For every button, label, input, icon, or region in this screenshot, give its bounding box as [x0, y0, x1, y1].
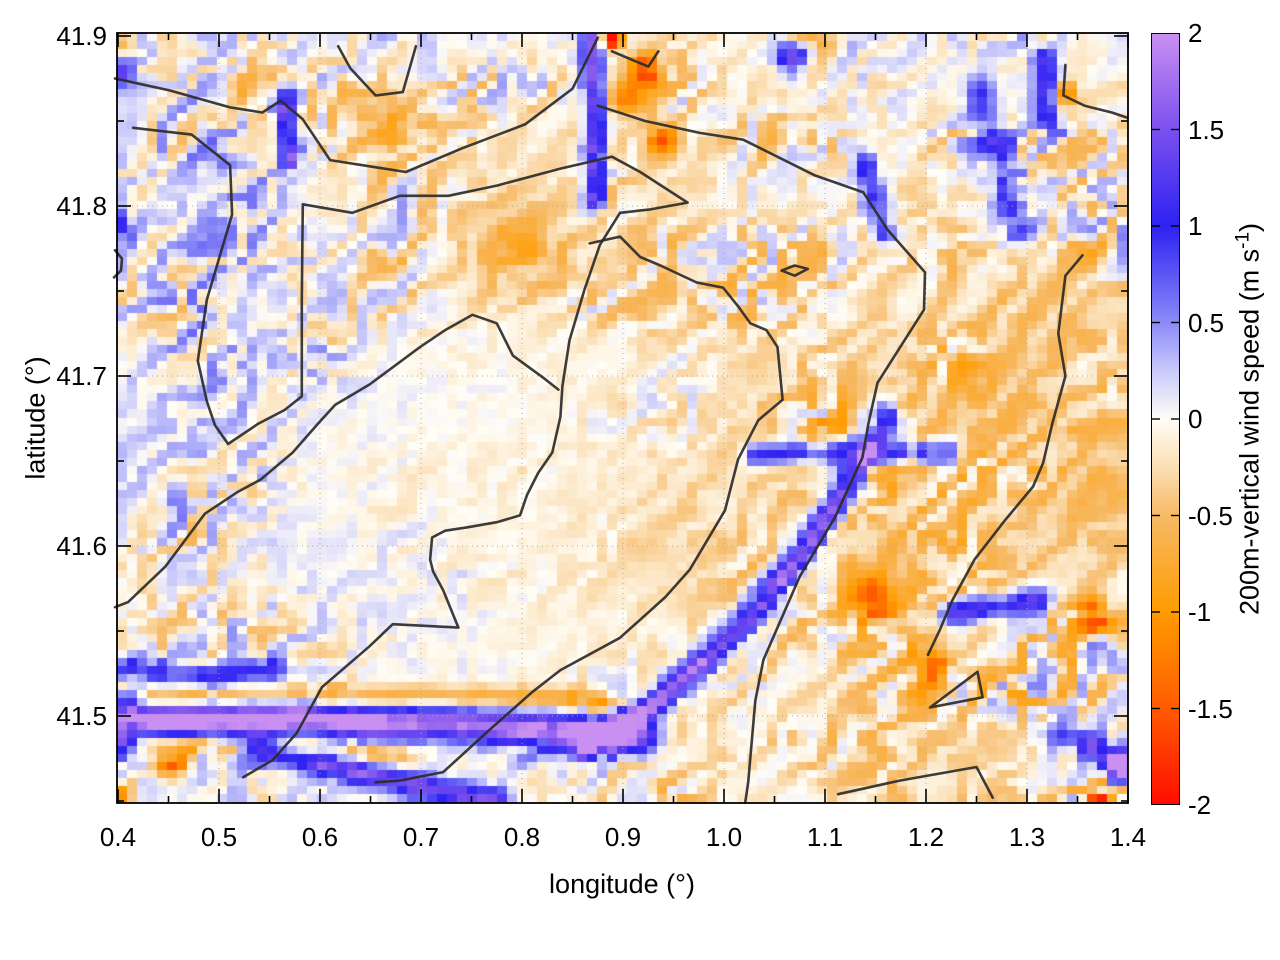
x-tick-label: 1.4 [1109, 822, 1147, 852]
x-tick-label: 1.0 [705, 822, 743, 852]
terrain-contour-inner-valley-arc [113, 313, 560, 609]
x-tick-label: 0.9 [604, 822, 642, 852]
x-tick-label: 0.7 [402, 822, 440, 852]
colorbar-tick-label: -1.5 [1188, 693, 1233, 724]
colorbar-tick-label: -0.5 [1188, 500, 1233, 531]
y-tick-label: 41.8 [56, 191, 107, 221]
y-tick-label: 41.6 [56, 531, 107, 561]
colorbar-tick-label: -2 [1188, 790, 1212, 820]
terrain-contour-top-u-shape [336, 44, 418, 97]
terrain-contour-topright-check [1062, 63, 1129, 119]
colorbar-tick-label: 2 [1188, 18, 1203, 48]
x-tick-label: 0.8 [503, 822, 541, 852]
y-tick-label: 41.7 [56, 361, 107, 391]
x-axis-label: longitude (°) [549, 869, 695, 899]
terrain-contour-se-inner-rim [374, 235, 784, 784]
colorbar-tick-label: 1.5 [1188, 114, 1225, 145]
terrain-contour-east-long [926, 254, 1084, 657]
x-tick-label: 0.5 [200, 822, 238, 852]
terrain-contour-ne-outer-rim [596, 104, 927, 805]
x-tick-label: 0.4 [99, 822, 137, 852]
y-tick-label: 41.5 [56, 701, 107, 731]
colorbar-label-close: ) [1234, 222, 1265, 232]
colorbar-tick-label: 0 [1188, 404, 1203, 434]
terrain-contour-small-triangle [928, 670, 984, 709]
colorbar-label-text: 200m-vertical wind speed (m s [1234, 248, 1265, 616]
terrain-contour-hook-near-red-spot [610, 49, 660, 68]
x-tick-label: 0.6 [301, 822, 339, 852]
terrain-contour-small-lens [780, 264, 810, 278]
terrain-contour-bottomright-segment [836, 765, 995, 799]
x-tick-label: 1.3 [1008, 822, 1046, 852]
terrain-contour-west-rim-long [131, 126, 689, 779]
colorbar-label-superscript: -1 [1232, 231, 1254, 249]
colorbar-axis-label: 200m-vertical wind speed (m s-1) [1233, 223, 1266, 615]
x-tick-label: 1.1 [806, 822, 844, 852]
x-tick-label: 1.2 [907, 822, 945, 852]
colorbar-tick-label: 0.5 [1188, 307, 1225, 338]
y-axis-label: latitude (°) [20, 356, 51, 480]
terrain-contour-north-outer-west [113, 36, 600, 174]
terrain-contour-left-edge-bracket [112, 248, 124, 279]
colorbar-tick-label: -1 [1188, 597, 1212, 627]
colorbar-tick-label: 1 [1188, 211, 1203, 241]
y-tick-label: 41.9 [56, 21, 107, 51]
